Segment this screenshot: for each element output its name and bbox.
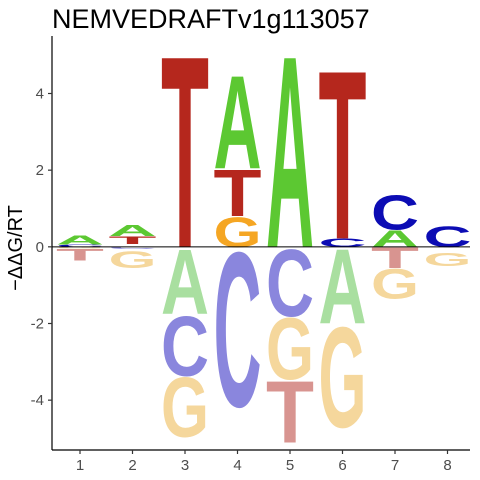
logo-letter-t-pos-3: T — [161, 0, 209, 305]
logo-letter-c-pos-8: C — [423, 221, 471, 254]
logo-letter-a-pos-3: A — [161, 231, 209, 335]
logo-letter-g-pos-2: G — [109, 246, 157, 273]
logo-letter-t-pos-4: T — [214, 157, 262, 231]
logo-letter-c-pos-1: C — [56, 244, 104, 248]
x-tick-label: 3 — [181, 457, 189, 474]
x-tick-label: 4 — [233, 457, 241, 474]
logo-letter-a-pos-7: A — [371, 225, 419, 252]
logo-letter-t-pos-5: T — [266, 363, 314, 461]
x-tick-label: 8 — [443, 457, 451, 474]
y-tick-label: 4 — [36, 86, 44, 103]
x-tick-label: 2 — [128, 457, 136, 474]
logo-letter-c-pos-7: C — [371, 186, 419, 241]
logo-letter-g-pos-8: G — [424, 249, 472, 270]
logo-letter-c-pos-3: C — [161, 299, 209, 394]
logo-letter-c-pos-2: C — [108, 246, 156, 250]
logo-letter-c-pos-6: C — [318, 237, 366, 250]
x-tick-label: 7 — [391, 457, 399, 474]
logo-letter-a-pos-5: A — [266, 0, 314, 306]
y-tick-label: -4 — [31, 392, 44, 409]
logo-letter-a-pos-4: A — [214, 49, 262, 197]
logo-letter-g-pos-4: G — [214, 209, 262, 256]
logo-letter-t-pos-2: T — [109, 234, 157, 247]
logo-letter-g-pos-7: G — [371, 261, 419, 308]
logo-letter-g-pos-5: G — [266, 300, 314, 398]
logo-letter-t-pos-1: T — [56, 246, 104, 264]
logo-letter-g-pos-1: G — [56, 246, 104, 248]
x-axis-ticks: 1 2 3 4 5 6 7 8 — [76, 450, 452, 474]
y-axis-title: −ΔΔG/RT — [5, 205, 27, 291]
x-tick-label: 5 — [286, 457, 294, 474]
x-tick-label: 6 — [338, 457, 346, 474]
logo-letter-t-pos-6: T — [319, 22, 367, 291]
logo-letter-a-pos-2: A — [109, 222, 157, 240]
x-tick-label: 1 — [76, 457, 84, 474]
y-tick-label: 0 — [36, 239, 44, 256]
y-tick-label: -2 — [31, 316, 44, 333]
chart-title: NEMVEDRAFTv1g113057 — [52, 4, 370, 34]
logo-letter-a-pos-1: A — [56, 233, 104, 247]
logo-letter-c-pos-4: C — [213, 205, 261, 453]
logo-letter-g-pos-6: G — [319, 298, 367, 458]
y-axis-ticks: -4 -2 0 2 4 — [31, 86, 52, 409]
y-tick-label: 2 — [36, 162, 44, 179]
logo-letter-g-pos-3: G — [161, 360, 209, 455]
logo-letter-c-pos-5: C — [266, 230, 314, 337]
